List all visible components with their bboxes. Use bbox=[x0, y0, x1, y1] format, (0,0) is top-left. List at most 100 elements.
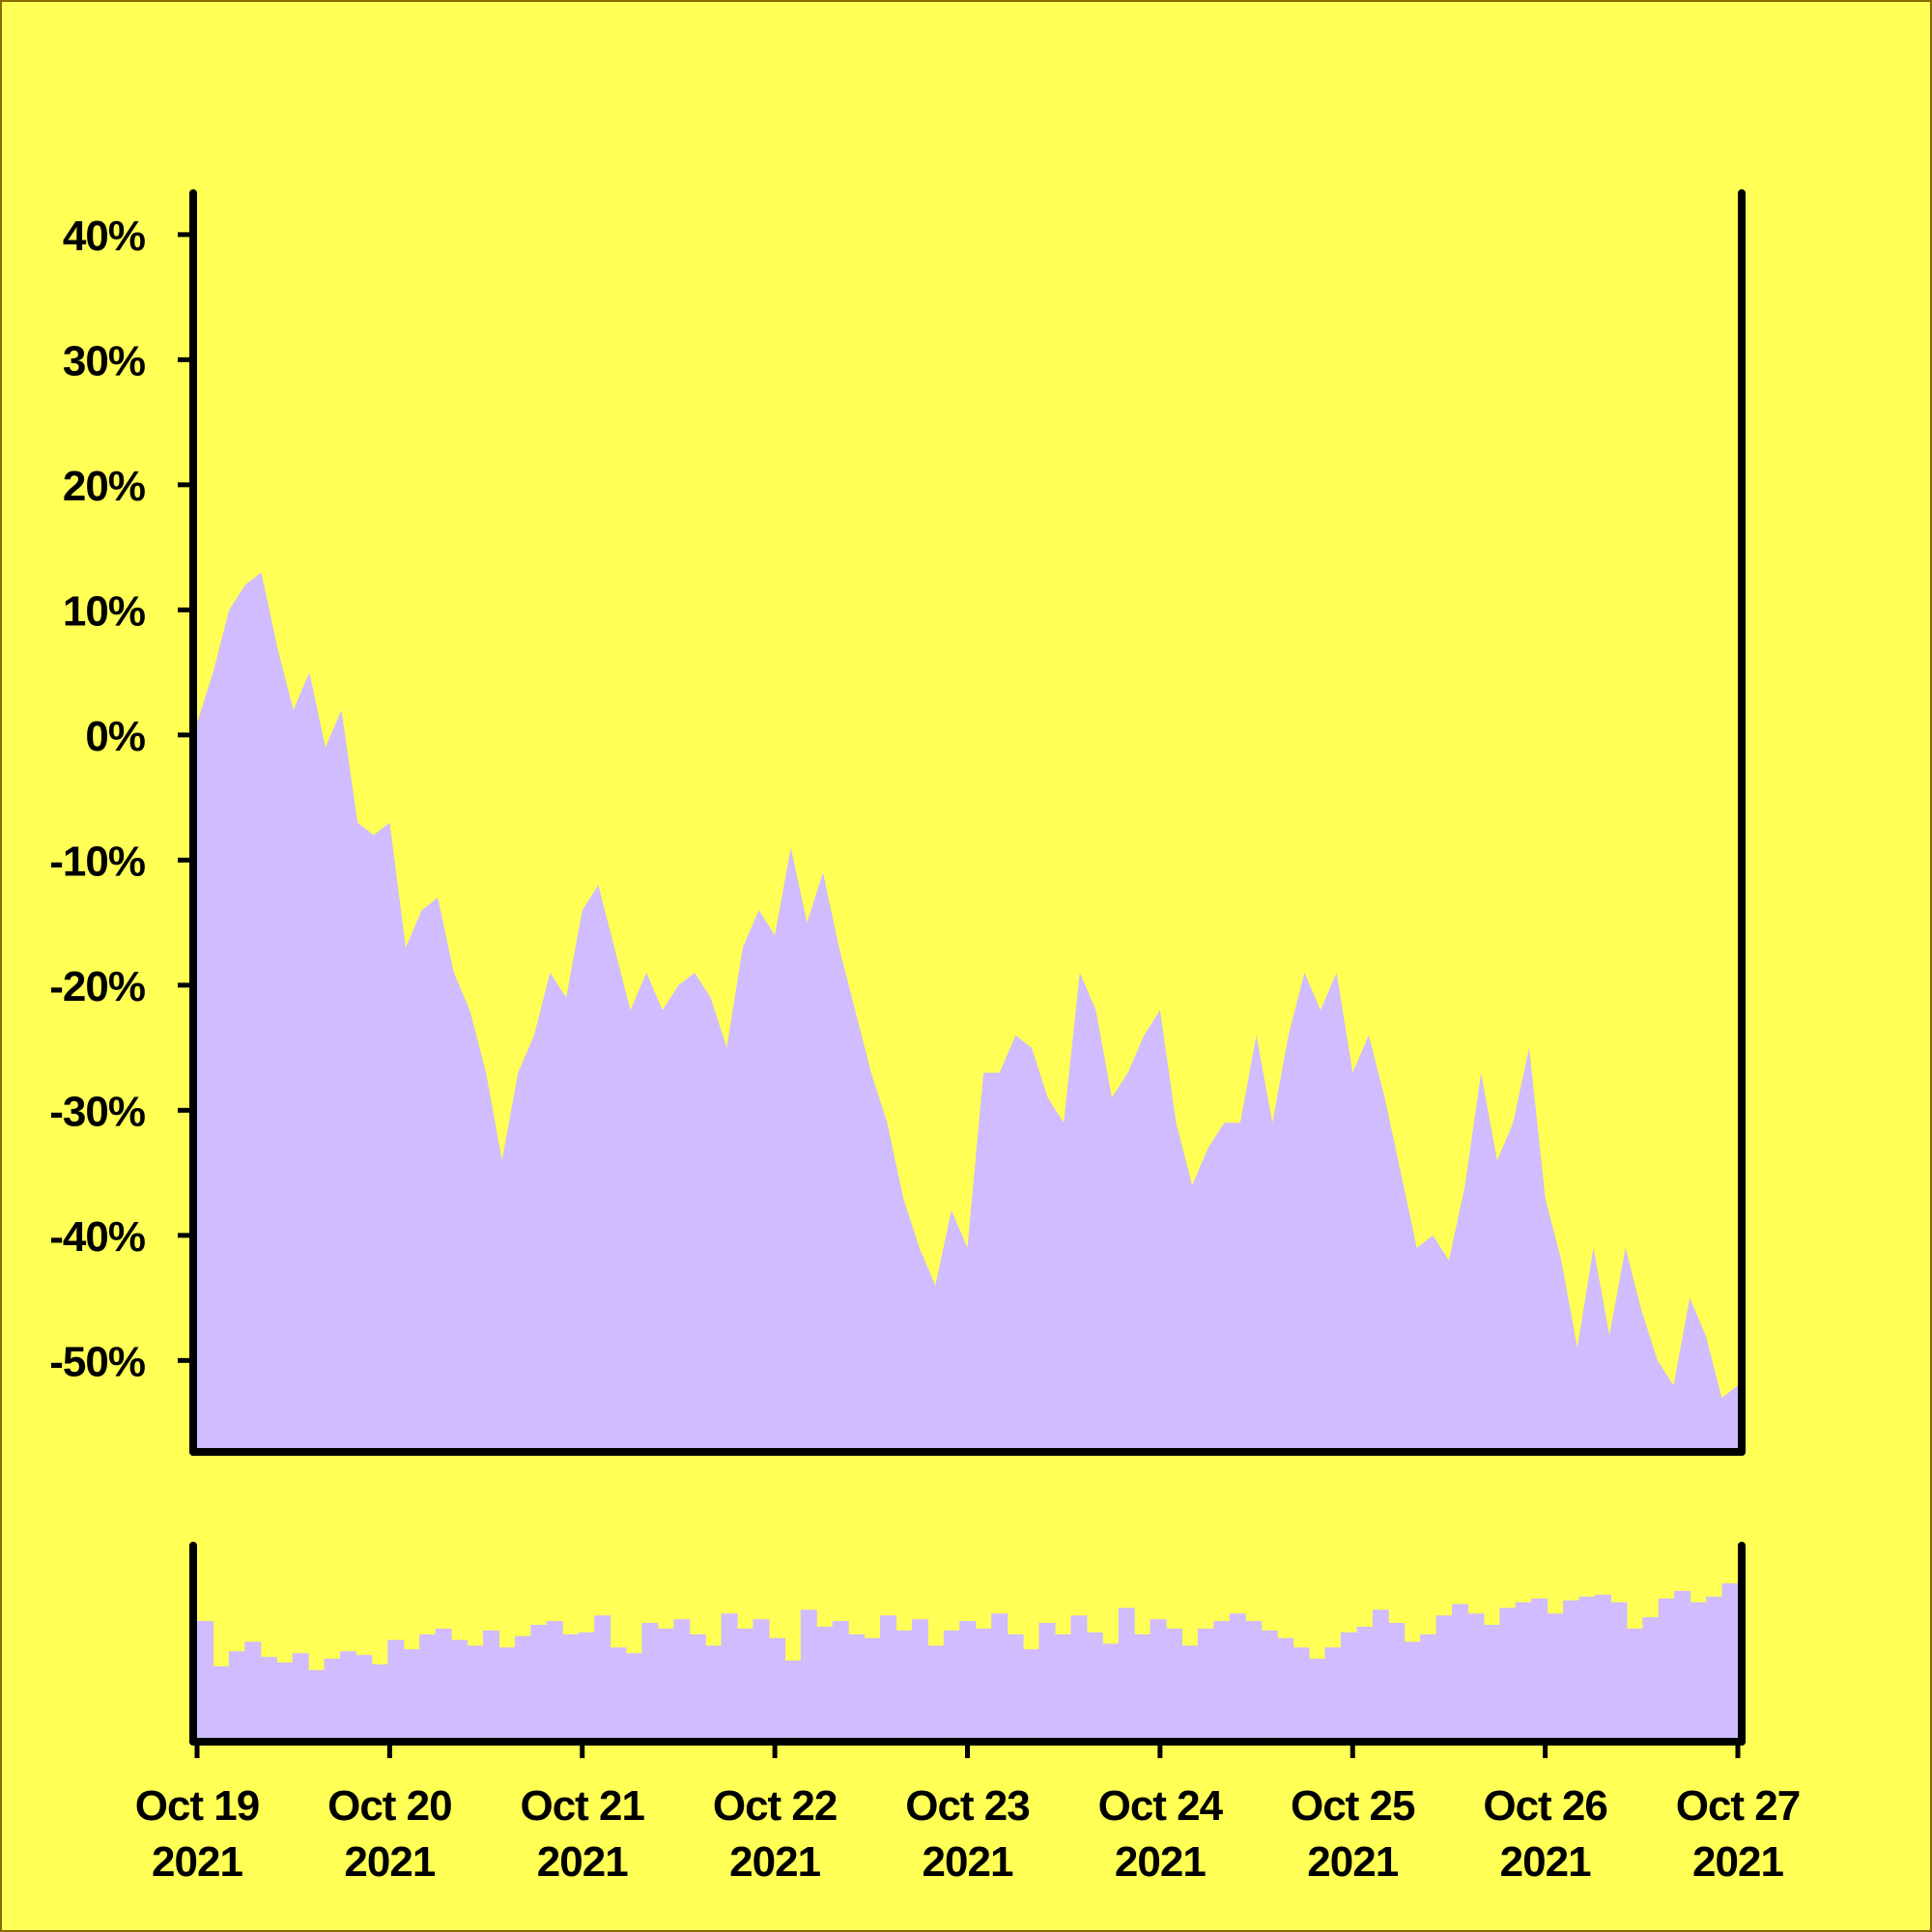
volume-bar bbox=[721, 1613, 738, 1738]
volume-bar bbox=[673, 1619, 691, 1738]
x-tick-label-date: Oct 20 bbox=[327, 1782, 452, 1830]
volume-bar bbox=[467, 1645, 484, 1738]
volume-bar bbox=[753, 1619, 770, 1738]
volume-bar bbox=[1515, 1602, 1532, 1738]
volume-bar bbox=[1213, 1621, 1231, 1738]
volume-bar bbox=[959, 1621, 977, 1738]
volume-bar bbox=[1483, 1625, 1500, 1738]
volume-bar bbox=[784, 1661, 802, 1738]
y-tick-label: 20% bbox=[63, 463, 145, 510]
volume-bar bbox=[816, 1627, 834, 1738]
x-tick-label-year: 2021 bbox=[537, 1838, 628, 1886]
volume-bar bbox=[1293, 1647, 1310, 1738]
volume-bar bbox=[1372, 1609, 1389, 1738]
lower-panel: Oct 19 2021 Oct 20 2021 Oct 21 2021 Oct 22 2021… bbox=[135, 1542, 1801, 1886]
volume-bar bbox=[1595, 1594, 1611, 1738]
volume-bar bbox=[1404, 1641, 1421, 1738]
volume-bar bbox=[657, 1628, 674, 1738]
volume-bar bbox=[1547, 1613, 1564, 1738]
volume-bar bbox=[324, 1659, 341, 1738]
x-tick-label-date: Oct 24 bbox=[1098, 1782, 1224, 1830]
volume-bar bbox=[1467, 1613, 1485, 1738]
y-tick-label: 30% bbox=[63, 337, 145, 384]
volume-bar bbox=[880, 1615, 897, 1739]
volume-bar bbox=[1706, 1596, 1723, 1739]
volume-bar bbox=[562, 1634, 580, 1739]
volume-bar bbox=[292, 1653, 309, 1739]
volume-bar bbox=[1721, 1583, 1739, 1738]
volume-bar bbox=[371, 1664, 388, 1738]
volume-bar bbox=[451, 1639, 469, 1738]
volume-bar bbox=[213, 1665, 230, 1738]
volume-bar bbox=[1452, 1604, 1468, 1738]
volume-bar bbox=[705, 1645, 723, 1738]
y-tick-label: -50% bbox=[49, 1338, 145, 1385]
volume-bar bbox=[483, 1630, 499, 1738]
volume-bar bbox=[308, 1669, 326, 1738]
x-tick-label-year: 2021 bbox=[1115, 1838, 1206, 1886]
x-tick-label-date: Oct 19 bbox=[135, 1782, 260, 1830]
volume-bar bbox=[1388, 1623, 1406, 1738]
volume-bar bbox=[1435, 1615, 1453, 1739]
volume-bar bbox=[895, 1630, 913, 1738]
y-tick-label: 40% bbox=[63, 213, 145, 260]
volume-bar bbox=[1531, 1598, 1548, 1738]
volume-bar bbox=[1007, 1634, 1024, 1739]
x-tick-label-date: Oct 22 bbox=[713, 1782, 838, 1830]
volume-bar bbox=[578, 1632, 595, 1738]
volume-bar bbox=[1674, 1590, 1691, 1738]
volume-bar bbox=[1181, 1645, 1199, 1738]
volume-bar bbox=[244, 1641, 262, 1738]
x-tick-label-year: 2021 bbox=[1500, 1838, 1591, 1886]
volume-bar bbox=[848, 1634, 866, 1739]
volume-bar bbox=[975, 1628, 992, 1738]
volume-bar bbox=[1356, 1627, 1374, 1738]
volume-bar bbox=[1166, 1628, 1182, 1738]
volume-bar bbox=[546, 1621, 563, 1738]
volume-bar bbox=[355, 1655, 373, 1738]
volume-bar bbox=[530, 1625, 548, 1738]
y-tick-label: -20% bbox=[49, 963, 145, 1010]
volume-bar bbox=[943, 1630, 960, 1738]
volume-bar bbox=[1070, 1615, 1088, 1739]
volume-bar bbox=[419, 1634, 437, 1739]
x-tick-label-year: 2021 bbox=[923, 1838, 1013, 1886]
volume-bar bbox=[1642, 1617, 1660, 1738]
volume-bar bbox=[1658, 1598, 1675, 1738]
volume-bar bbox=[626, 1653, 642, 1739]
volume-bar bbox=[1340, 1632, 1357, 1738]
volume-bar bbox=[1420, 1634, 1437, 1739]
x-tick-label-date: Oct 26 bbox=[1483, 1782, 1607, 1830]
volume-bar bbox=[514, 1635, 531, 1738]
volume-bar bbox=[991, 1613, 1009, 1738]
y-tick-label: 10% bbox=[63, 587, 145, 635]
x-tick-label-date: Oct 27 bbox=[1676, 1782, 1801, 1830]
volume-bar bbox=[340, 1651, 356, 1738]
y-tick-label: -10% bbox=[49, 838, 145, 885]
volume-bar bbox=[737, 1628, 754, 1738]
volume-bar bbox=[1197, 1628, 1214, 1738]
volume-bar bbox=[387, 1639, 405, 1738]
y-tick-label: -40% bbox=[49, 1213, 145, 1261]
volume-bar bbox=[435, 1628, 452, 1738]
bar-series bbox=[197, 1583, 1739, 1739]
volume-bar bbox=[1054, 1634, 1071, 1739]
volume-bar bbox=[832, 1621, 849, 1738]
volume-bar bbox=[1499, 1607, 1517, 1738]
volume-bar bbox=[1690, 1602, 1707, 1738]
volume-bar bbox=[610, 1647, 627, 1738]
volume-bar bbox=[1261, 1630, 1278, 1738]
x-tick-label-year: 2021 bbox=[1307, 1838, 1398, 1886]
x-tick-label-year: 2021 bbox=[344, 1838, 435, 1886]
volume-bar bbox=[498, 1647, 516, 1738]
y-tick-label: -30% bbox=[49, 1088, 145, 1135]
x-tick-label-year: 2021 bbox=[152, 1838, 242, 1886]
volume-bar bbox=[228, 1651, 245, 1738]
upper-panel: 40% 30% 20% 10% 0% -10% -20% -30% -40% -50% bbox=[49, 189, 1746, 1456]
volume-bar bbox=[260, 1657, 277, 1738]
area-series bbox=[197, 572, 1738, 1448]
x-axis-ticks: Oct 19 2021 Oct 20 2021 Oct 21 2021 Oct 22 2021… bbox=[135, 1742, 1801, 1886]
volume-bar bbox=[1102, 1643, 1120, 1738]
